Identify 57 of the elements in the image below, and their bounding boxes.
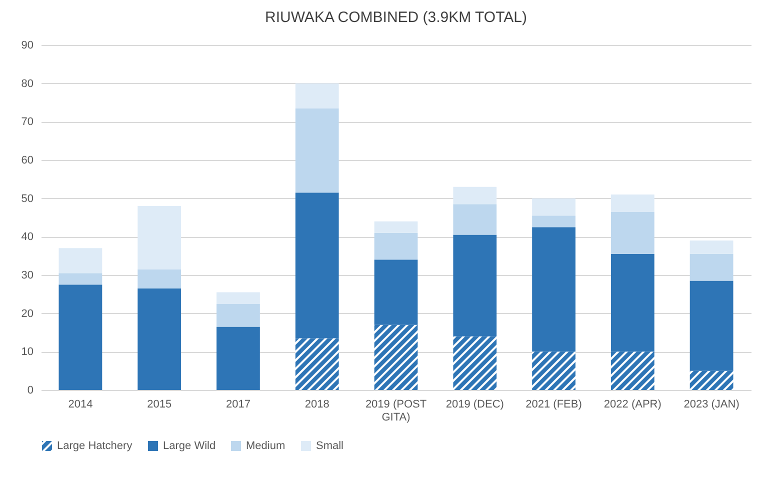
- x-tick-label: 2018: [304, 398, 330, 410]
- bar: [532, 216, 576, 228]
- bar: [532, 227, 576, 352]
- y-tick-label: 90: [21, 40, 34, 52]
- legend-label: Medium: [246, 440, 286, 452]
- bar: [216, 304, 260, 327]
- bar: [295, 338, 339, 390]
- x-tick-label: 2019 (POST GITA): [365, 398, 427, 424]
- y-tick-label: 50: [21, 192, 34, 205]
- bar: [295, 192, 339, 338]
- x-tick-label: 2022 (APR): [604, 398, 662, 410]
- bar: [374, 324, 418, 390]
- bar: [295, 108, 339, 193]
- chart-title: RIUWAKA COMBINED (3.9KM TOTAL): [265, 9, 527, 26]
- y-tick-label: 40: [21, 231, 34, 244]
- x-tick-label: 2017: [226, 398, 250, 410]
- x-tick-label: 2021 (FEB): [526, 398, 582, 410]
- y-tick-label: 70: [21, 116, 34, 128]
- bar: [532, 352, 576, 390]
- x-tick-label: 2015: [147, 398, 172, 410]
- bar: [690, 240, 734, 254]
- bar: [532, 198, 576, 216]
- bar: [453, 336, 497, 390]
- x-tick-label: 2019 (DEC): [446, 398, 504, 410]
- bar: [58, 284, 102, 390]
- y-tick-label: 80: [21, 78, 34, 90]
- legend-label: Large Hatchery: [57, 440, 133, 452]
- bar: [610, 212, 654, 254]
- bar: [138, 206, 182, 270]
- bar: [610, 352, 654, 390]
- bar: [58, 248, 102, 274]
- bar: [58, 273, 102, 285]
- bar: [610, 254, 654, 352]
- y-tick-label: 0: [27, 384, 34, 396]
- y-tick-label: 30: [21, 270, 34, 282]
- bar: [610, 194, 654, 212]
- x-tick-label: 2023 (JAN): [684, 398, 740, 410]
- bar: [690, 370, 734, 390]
- bar: [216, 292, 260, 304]
- bar: [374, 260, 418, 325]
- bar: [295, 83, 339, 108]
- y-tick-label: 10: [21, 346, 34, 358]
- y-tick-label: 60: [21, 154, 34, 166]
- bar: [690, 254, 734, 281]
- y-tick-label: 20: [21, 308, 34, 320]
- bar: [453, 234, 497, 336]
- x-tick-label: 2014: [68, 398, 93, 410]
- bar: [374, 221, 418, 233]
- legend-label: Large Wild: [163, 440, 216, 452]
- bar: [374, 232, 418, 260]
- bar: [138, 269, 182, 288]
- bar: [453, 186, 497, 204]
- bar: [453, 204, 497, 235]
- bar: [216, 326, 260, 390]
- bar: [138, 288, 182, 390]
- bar: [690, 280, 734, 371]
- legend-label: Small: [316, 440, 344, 452]
